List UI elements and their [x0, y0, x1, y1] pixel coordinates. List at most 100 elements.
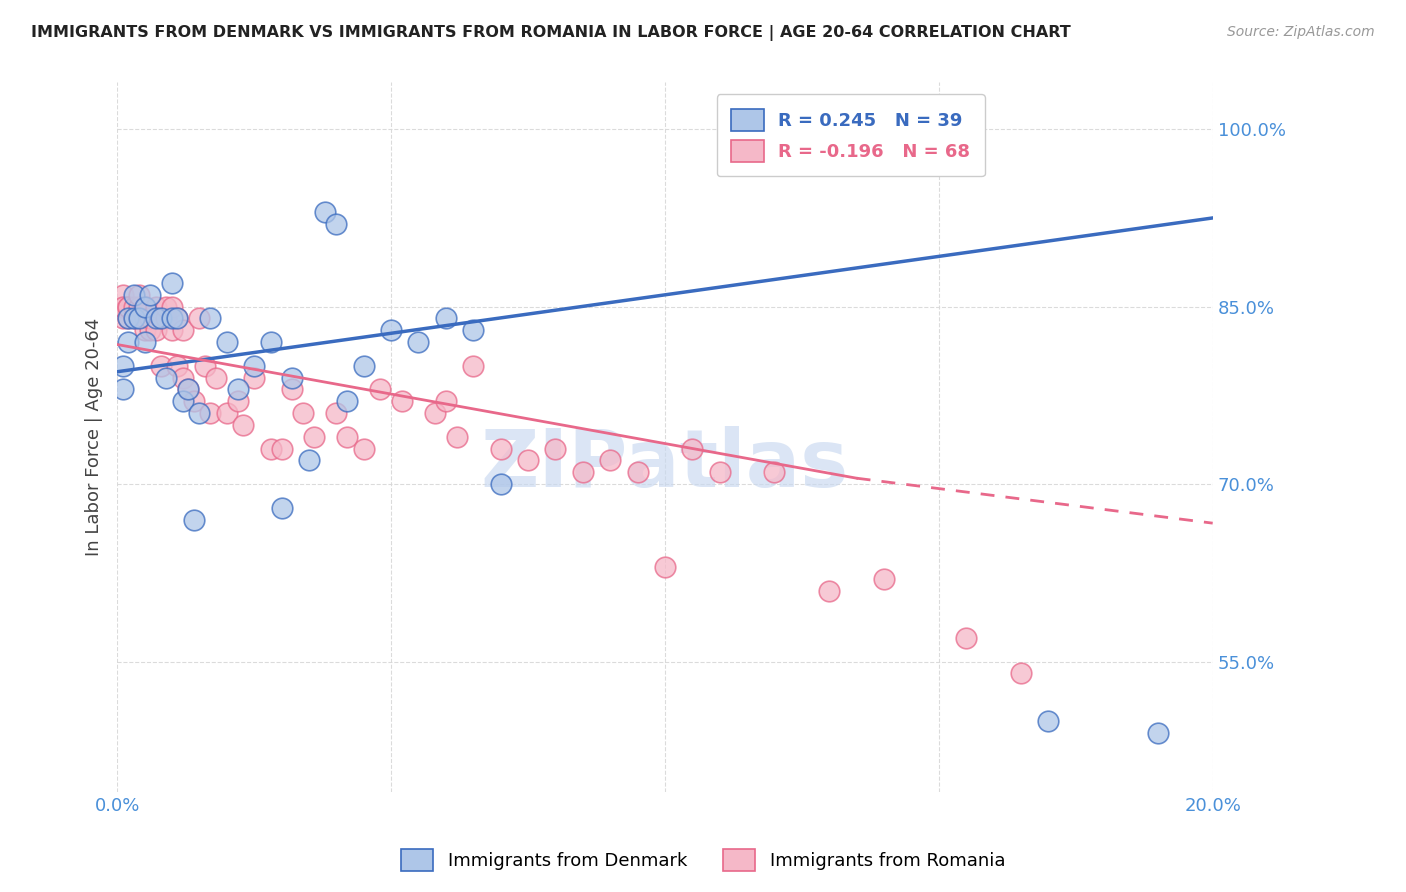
- Point: [423, 406, 446, 420]
- Point: [681, 442, 703, 456]
- Point: [368, 383, 391, 397]
- Point: [226, 383, 249, 397]
- Point: [626, 465, 648, 479]
- Point: [145, 311, 167, 326]
- Point: [150, 311, 173, 326]
- Point: [391, 394, 413, 409]
- Point: [336, 430, 359, 444]
- Point: [111, 383, 134, 397]
- Point: [155, 370, 177, 384]
- Point: [183, 394, 205, 409]
- Text: ZIPatlas: ZIPatlas: [481, 426, 849, 504]
- Point: [463, 323, 485, 337]
- Point: [259, 335, 281, 350]
- Point: [434, 394, 457, 409]
- Point: [122, 288, 145, 302]
- Point: [489, 442, 512, 456]
- Point: [188, 311, 211, 326]
- Point: [408, 335, 430, 350]
- Point: [232, 417, 254, 432]
- Point: [122, 300, 145, 314]
- Point: [155, 300, 177, 314]
- Point: [1010, 666, 1032, 681]
- Legend: R = 0.245   N = 39, R = -0.196   N = 68: R = 0.245 N = 39, R = -0.196 N = 68: [717, 95, 984, 177]
- Point: [128, 311, 150, 326]
- Point: [160, 311, 183, 326]
- Point: [117, 300, 139, 314]
- Point: [243, 370, 266, 384]
- Point: [489, 477, 512, 491]
- Point: [172, 394, 194, 409]
- Point: [259, 442, 281, 456]
- Point: [380, 323, 402, 337]
- Text: IMMIGRANTS FROM DENMARK VS IMMIGRANTS FROM ROMANIA IN LABOR FORCE | AGE 20-64 CO: IMMIGRANTS FROM DENMARK VS IMMIGRANTS FR…: [31, 25, 1071, 41]
- Point: [188, 406, 211, 420]
- Point: [128, 311, 150, 326]
- Point: [270, 500, 292, 515]
- Point: [177, 383, 200, 397]
- Point: [292, 406, 315, 420]
- Point: [160, 276, 183, 290]
- Point: [139, 311, 162, 326]
- Point: [150, 359, 173, 373]
- Point: [177, 383, 200, 397]
- Y-axis label: In Labor Force | Age 20-64: In Labor Force | Age 20-64: [86, 318, 103, 556]
- Point: [298, 453, 321, 467]
- Point: [325, 217, 347, 231]
- Point: [463, 359, 485, 373]
- Point: [194, 359, 217, 373]
- Point: [353, 359, 375, 373]
- Point: [709, 465, 731, 479]
- Point: [166, 311, 188, 326]
- Point: [226, 394, 249, 409]
- Point: [111, 311, 134, 326]
- Point: [117, 335, 139, 350]
- Point: [111, 300, 134, 314]
- Point: [446, 430, 468, 444]
- Point: [353, 442, 375, 456]
- Point: [281, 370, 304, 384]
- Point: [200, 311, 222, 326]
- Point: [139, 288, 162, 302]
- Point: [128, 300, 150, 314]
- Point: [281, 383, 304, 397]
- Point: [134, 300, 156, 314]
- Point: [111, 300, 134, 314]
- Point: [955, 631, 977, 645]
- Point: [204, 370, 226, 384]
- Point: [270, 442, 292, 456]
- Point: [139, 323, 162, 337]
- Point: [200, 406, 222, 420]
- Point: [117, 311, 139, 326]
- Point: [122, 311, 145, 326]
- Point: [215, 406, 238, 420]
- Point: [243, 359, 266, 373]
- Point: [183, 513, 205, 527]
- Point: [145, 323, 167, 337]
- Point: [1147, 725, 1170, 739]
- Text: Source: ZipAtlas.com: Source: ZipAtlas.com: [1227, 25, 1375, 39]
- Point: [325, 406, 347, 420]
- Point: [873, 572, 896, 586]
- Point: [166, 359, 188, 373]
- Point: [571, 465, 593, 479]
- Point: [517, 453, 540, 467]
- Point: [134, 300, 156, 314]
- Point: [172, 370, 194, 384]
- Point: [150, 311, 173, 326]
- Point: [818, 583, 841, 598]
- Point: [117, 300, 139, 314]
- Point: [304, 430, 326, 444]
- Point: [139, 311, 162, 326]
- Point: [122, 311, 145, 326]
- Point: [314, 205, 336, 219]
- Point: [160, 300, 183, 314]
- Point: [134, 335, 156, 350]
- Point: [166, 311, 188, 326]
- Point: [172, 323, 194, 337]
- Point: [336, 394, 359, 409]
- Point: [434, 311, 457, 326]
- Point: [134, 311, 156, 326]
- Legend: Immigrants from Denmark, Immigrants from Romania: Immigrants from Denmark, Immigrants from…: [394, 842, 1012, 879]
- Point: [599, 453, 621, 467]
